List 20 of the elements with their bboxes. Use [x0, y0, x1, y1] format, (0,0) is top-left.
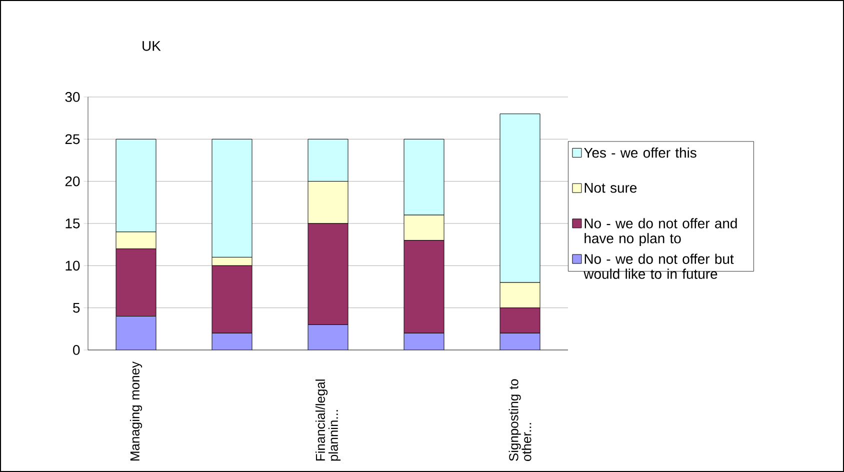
- bar: [404, 333, 444, 350]
- y-tick-label: 20: [65, 176, 80, 186]
- y-tick-label: 0: [73, 345, 80, 355]
- x-tick-label: Managing money: [130, 361, 142, 460]
- legend-label: Yes - we offer this: [584, 147, 696, 158]
- legend-label: Not sure: [584, 183, 637, 193]
- y-tick-label: 30: [65, 92, 80, 102]
- y-tick-label: 25: [65, 134, 80, 144]
- x-tick-label: Financial/legal plannin...: [315, 380, 341, 461]
- x-tick-label: Signposting to other...: [508, 379, 532, 461]
- y-tick-label: 10: [66, 260, 80, 271]
- bar: [116, 316, 156, 350]
- y-tick-label: 15: [66, 218, 80, 228]
- legend-label: No - we do not offer and have no plan to: [584, 218, 737, 246]
- y-tick-label: 5: [73, 302, 80, 313]
- bar: [308, 324, 348, 350]
- bar: [500, 332, 540, 350]
- bar: [212, 333, 252, 350]
- chart-title: UK: [142, 41, 161, 51]
- legend-label: No - we do not offer but would like to in future: [584, 254, 734, 279]
